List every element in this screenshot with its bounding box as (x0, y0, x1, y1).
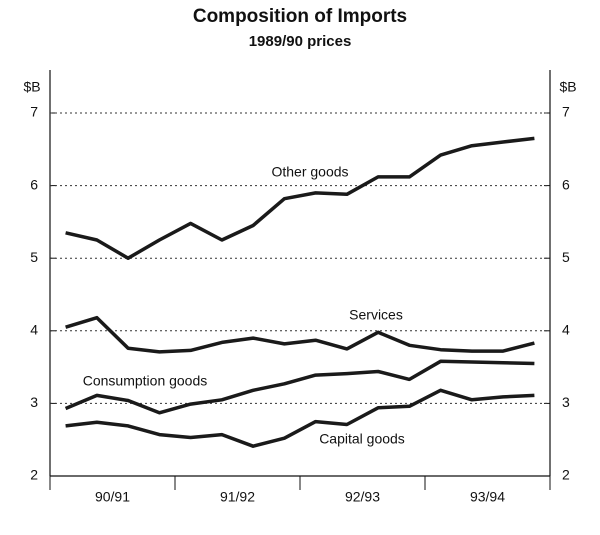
y-tick-label: 5 (30, 249, 38, 265)
series-line (65, 388, 535, 448)
x-tick-label: 92/93 (345, 489, 380, 505)
y2-tick-label: 7 (562, 104, 570, 120)
series-line (65, 136, 535, 260)
series-label: Consumption goods (83, 373, 208, 389)
y-tick-label: 2 (30, 467, 38, 483)
y-axis-label: $B (23, 79, 40, 95)
series-label: Capital goods (319, 431, 405, 447)
series-label: Services (349, 307, 403, 323)
series-label: Other goods (271, 164, 348, 180)
x-tick-label: 90/91 (95, 489, 130, 505)
y2-tick-label: 6 (562, 176, 570, 192)
y2-tick-label: 5 (562, 249, 570, 265)
panel (0, 68, 600, 530)
y-tick-label: 4 (30, 322, 38, 338)
y2-tick-label: 4 (562, 322, 570, 338)
label-background (310, 306, 442, 326)
chart-subtitle: 1989/90 prices (249, 33, 352, 50)
y2-axis-label: $B (559, 79, 576, 95)
y-tick-label: 7 (30, 104, 38, 120)
chart-title: Composition of Imports (193, 6, 407, 27)
series-line (65, 315, 535, 354)
y-tick-label: 6 (30, 176, 38, 192)
series-line (64, 359, 535, 415)
y-tick-label: 3 (30, 394, 38, 410)
x-tick-label: 93/94 (470, 489, 505, 505)
y2-tick-label: 3 (562, 394, 570, 410)
y2-tick-label: 2 (562, 467, 570, 483)
x-tick-label: 91/92 (220, 489, 255, 505)
